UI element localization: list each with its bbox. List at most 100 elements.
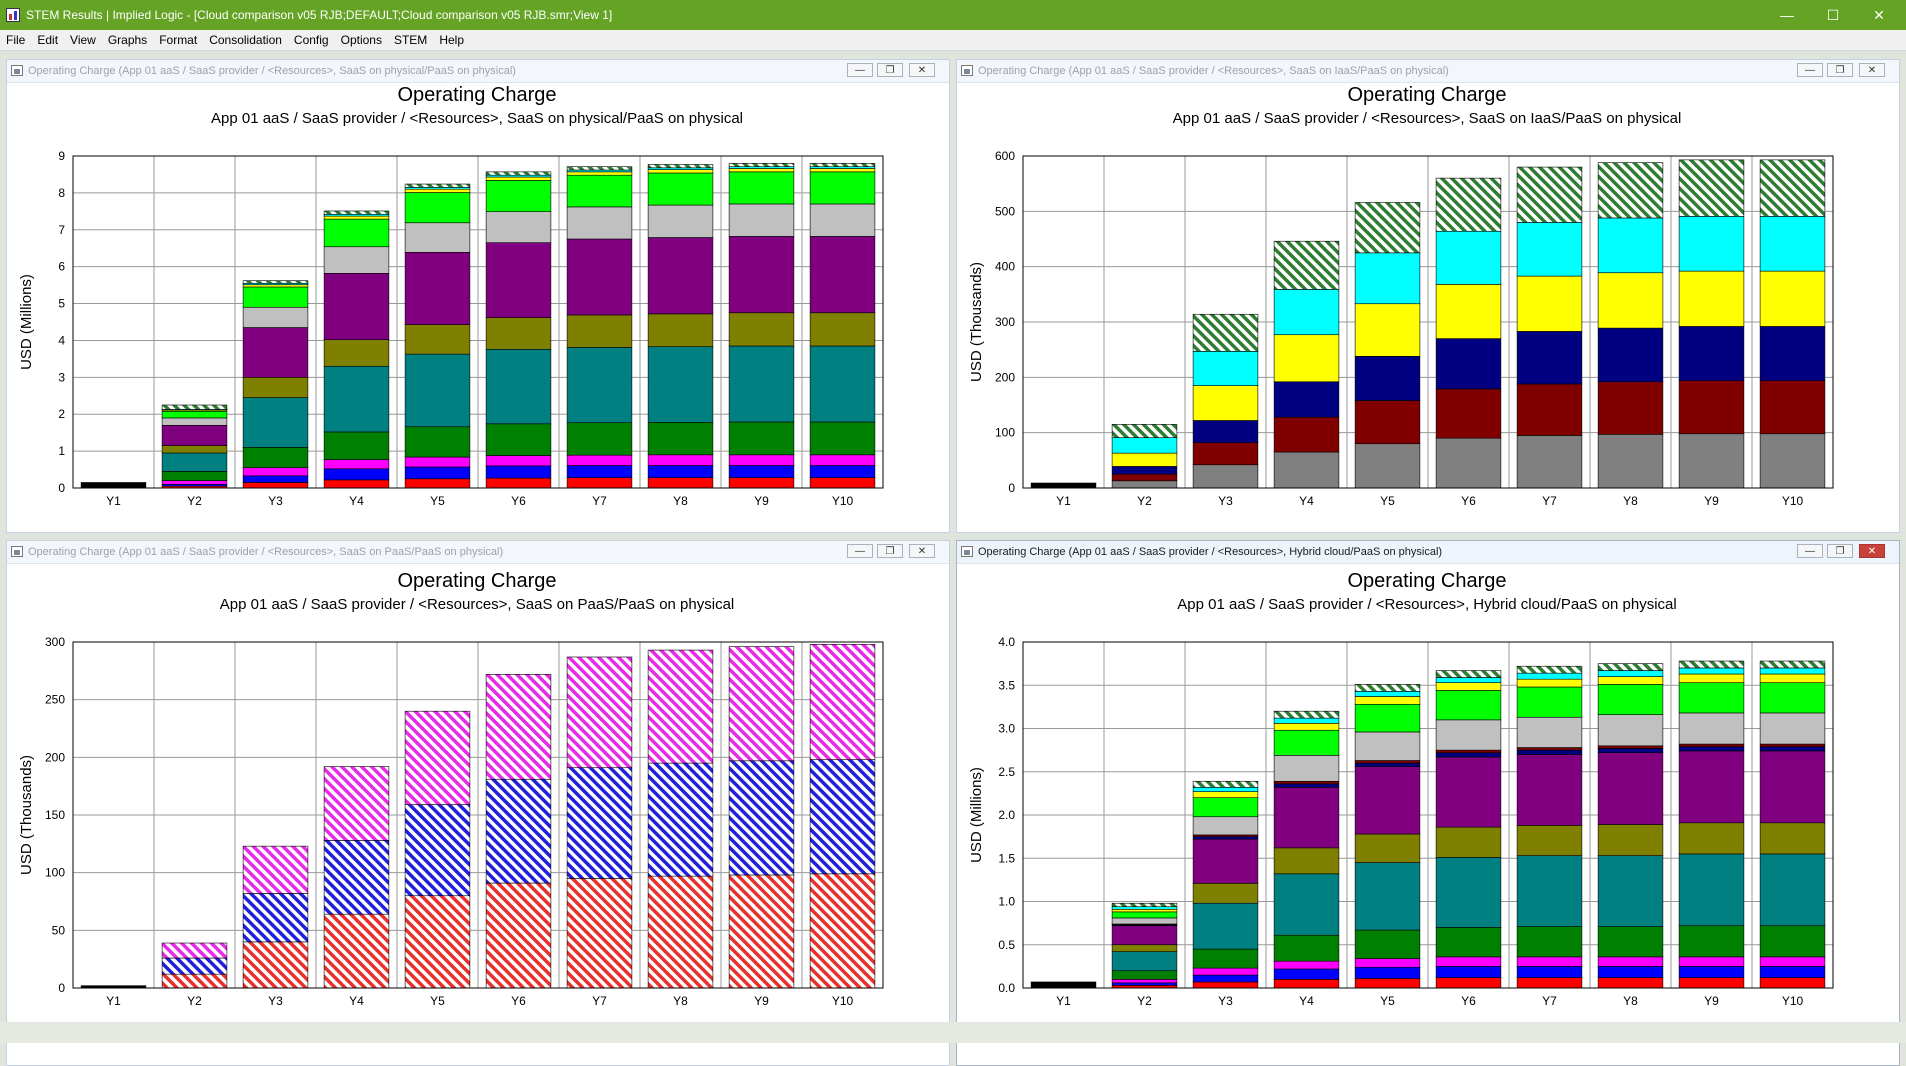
bar-segment <box>728 345 795 423</box>
child-restore-button[interactable]: ❐ <box>1827 544 1853 558</box>
bar-segment <box>485 477 552 489</box>
close-button[interactable]: ✕ <box>1873 7 1885 23</box>
chart-window-hybrid-cloud[interactable]: Operating Charge (App 01 aaS / SaaS prov… <box>956 540 1900 1066</box>
bar-segment <box>566 174 633 208</box>
app-titlebar: STEM Results | Implied Logic - [Cloud co… <box>0 0 1906 30</box>
y-tick-label: 8 <box>58 186 65 200</box>
bar-segment <box>1192 816 1259 836</box>
menu-file[interactable]: File <box>6 33 26 47</box>
child-restore-button[interactable]: ❐ <box>877 63 903 77</box>
menu-edit[interactable]: Edit <box>37 33 59 47</box>
bar-segment <box>809 236 876 314</box>
bar-segment <box>404 251 471 325</box>
bar-segment <box>1435 977 1502 989</box>
x-tick-label: Y4 <box>1299 994 1314 1008</box>
child-minimize-button[interactable]: — <box>847 63 873 77</box>
bar-segment <box>485 211 552 243</box>
bar-segment <box>404 478 471 489</box>
chart-window-saas-iaas[interactable]: Operating Charge (App 01 aaS / SaaS prov… <box>956 59 1900 533</box>
bar-segment <box>1516 435 1583 489</box>
y-tick-label: 3.5 <box>998 678 1015 692</box>
menu-config[interactable]: Config <box>293 33 329 47</box>
menu-format[interactable]: Format <box>159 33 198 47</box>
x-tick-label: Y8 <box>1623 494 1638 508</box>
child-restore-button[interactable]: ❐ <box>1827 63 1853 77</box>
bar-segment <box>1354 303 1421 357</box>
child-minimize-button[interactable]: — <box>1797 544 1823 558</box>
bar-segment <box>1192 420 1259 443</box>
maximize-button[interactable]: ☐ <box>1826 7 1840 23</box>
minimize-button[interactable]: — <box>1780 7 1794 23</box>
bar-segment <box>1354 731 1421 761</box>
child-close-button[interactable]: ✕ <box>909 544 935 558</box>
bar-segment <box>1354 929 1421 959</box>
y-tick-label: 0 <box>58 981 65 995</box>
bar-segment <box>1516 166 1583 223</box>
bar-segment <box>809 203 876 237</box>
bar-segment <box>161 404 228 410</box>
child-window-titlebar[interactable]: Operating Charge (App 01 aaS / SaaS prov… <box>7 541 949 564</box>
bar-segment <box>161 410 228 419</box>
bar-segment <box>323 210 390 215</box>
mdi-workspace: Operating Charge (App 01 aaS / SaaS prov… <box>0 51 1906 1066</box>
bar-segment <box>1435 177 1502 232</box>
bar-segment <box>566 238 633 316</box>
child-close-button[interactable]: ✕ <box>1859 544 1885 558</box>
bar-segment <box>1273 783 1340 788</box>
menu-stem[interactable]: STEM <box>393 33 428 47</box>
bar-segment <box>161 471 228 481</box>
menu-graphs[interactable]: Graphs <box>107 33 148 47</box>
bar-segment <box>1435 284 1502 339</box>
x-tick-label: Y4 <box>1299 494 1314 508</box>
app-title: STEM Results | Implied Logic - [Cloud co… <box>26 8 613 22</box>
bar-segment <box>485 171 552 176</box>
bar-segment <box>1597 966 1664 978</box>
y-tick-label: 9 <box>58 149 65 163</box>
bar-segment <box>1759 822 1826 855</box>
chart-title: Operating Charge <box>398 84 557 106</box>
bar-segment <box>1678 216 1745 272</box>
child-close-button[interactable]: ✕ <box>1859 63 1885 77</box>
child-minimize-button[interactable]: — <box>1797 63 1823 77</box>
child-close-button[interactable]: ✕ <box>909 63 935 77</box>
child-window-titlebar[interactable]: Operating Charge (App 01 aaS / SaaS prov… <box>7 60 949 83</box>
bar-segment <box>80 482 147 489</box>
menu-view[interactable]: View <box>70 33 96 47</box>
bar-segment <box>323 840 390 915</box>
bar-segment <box>1597 977 1664 989</box>
bar-segment <box>485 465 552 479</box>
bar-segment <box>323 913 390 989</box>
bar-segment <box>323 246 390 274</box>
child-window-titlebar[interactable]: Operating Charge (App 01 aaS / SaaS prov… <box>957 60 1899 83</box>
bar-segment <box>485 455 552 467</box>
bar-segment <box>1597 162 1664 219</box>
menu-consolidation[interactable]: Consolidation <box>209 33 282 47</box>
bar-segment <box>1111 944 1178 952</box>
bar-segment <box>323 218 390 248</box>
chart-window-saas-physical[interactable]: Operating Charge (App 01 aaS / SaaS prov… <box>6 59 950 533</box>
chart-window-icon <box>11 546 23 557</box>
y-tick-label: 0 <box>58 481 65 495</box>
x-tick-label: Y5 <box>430 494 445 508</box>
y-tick-label: 600 <box>995 149 1015 163</box>
bar-segment <box>242 941 309 989</box>
chart-hybrid-cloud: Operating Charge App 01 aaS / SaaS provid… <box>968 570 1834 1008</box>
bar-segment <box>485 176 552 181</box>
bar-segment <box>647 313 714 348</box>
menu-options[interactable]: Options <box>340 33 382 47</box>
bar-segment <box>1435 388 1502 439</box>
bar-segment <box>242 447 309 469</box>
child-window-title: Operating Charge (App 01 aaS / SaaS prov… <box>28 65 516 77</box>
menu-help[interactable]: Help <box>439 33 464 47</box>
bar-segment <box>1516 678 1583 688</box>
bar-segment <box>242 467 309 477</box>
bar-segment <box>485 882 552 989</box>
chart-window-saas-paas[interactable]: Operating Charge (App 01 aaS / SaaS prov… <box>6 540 950 1066</box>
bar-segment <box>566 454 633 466</box>
child-window-titlebar[interactable]: Operating Charge (App 01 aaS / SaaS prov… <box>957 541 1899 564</box>
bar-segment <box>728 203 795 237</box>
bar-segment <box>1192 351 1259 386</box>
child-minimize-button[interactable]: — <box>847 544 873 558</box>
x-tick-label: Y1 <box>106 994 121 1008</box>
child-restore-button[interactable]: ❐ <box>877 544 903 558</box>
